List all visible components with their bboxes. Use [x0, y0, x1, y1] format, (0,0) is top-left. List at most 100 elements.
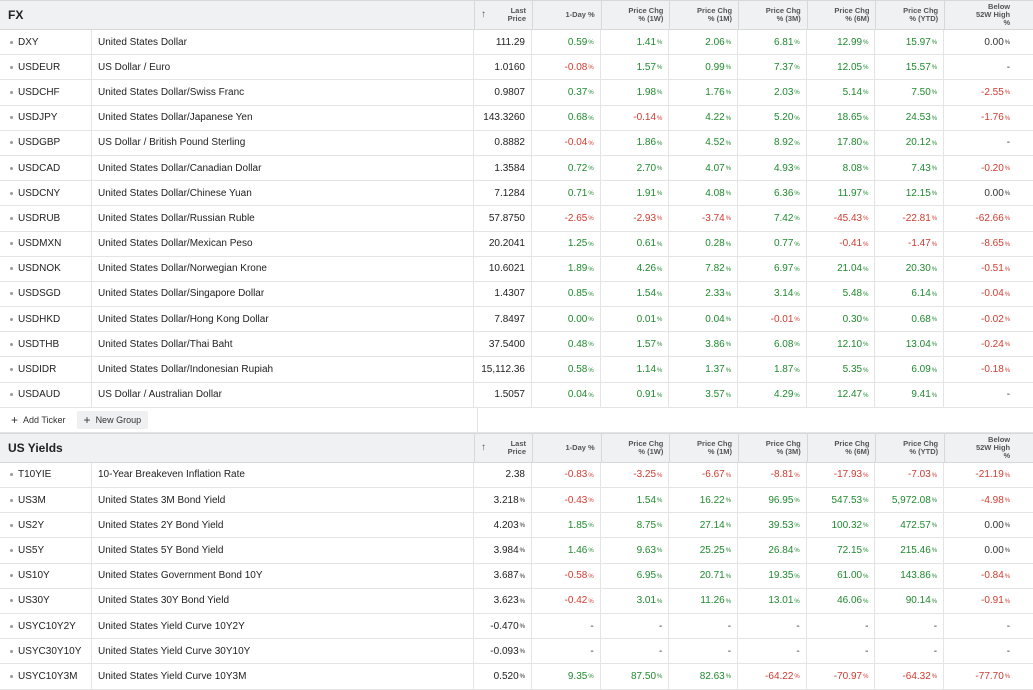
drag-handle-icon[interactable] — [10, 90, 13, 94]
drag-handle-icon[interactable] — [10, 65, 13, 69]
ticker-symbol-cell[interactable]: USDJPY — [0, 105, 92, 130]
table-row[interactable]: USDAUD US Dollar / Australian Dollar 1.505… — [0, 382, 1033, 408]
drag-handle-icon[interactable] — [10, 473, 13, 477]
ticker-symbol[interactable]: USDNOK — [18, 263, 61, 275]
ticker-symbol[interactable]: USDAUD — [18, 389, 61, 401]
table-row[interactable]: USDGBP US Dollar / British Pound Sterling… — [0, 130, 1033, 156]
table-row[interactable]: US30Y United States 30Y Bond Yield 3.623% -… — [0, 588, 1033, 614]
ticker-symbol-cell[interactable]: US3M — [0, 488, 92, 513]
ticker-symbol[interactable]: USYC30Y10Y — [18, 645, 82, 657]
table-row[interactable]: USDTHB United States Dollar/Thai Baht 37.5… — [0, 332, 1033, 358]
chg-6m-header[interactable]: Price Chg % (6M) — [806, 433, 876, 462]
drag-handle-icon[interactable] — [10, 267, 13, 271]
ticker-symbol-cell[interactable]: USYC10Y2Y — [0, 613, 92, 639]
drag-handle-icon[interactable] — [10, 216, 13, 220]
drag-handle-icon[interactable] — [10, 342, 13, 346]
below-52w-high-header[interactable]: Below 52W High % — [944, 1, 1016, 29]
ticker-symbol[interactable]: USDCAD — [18, 162, 61, 174]
ticker-symbol-cell[interactable]: USDRUB — [0, 206, 92, 231]
table-row[interactable]: USDCHF United States Dollar/Swiss Franc 0.… — [0, 80, 1033, 106]
ticker-symbol-cell[interactable]: USDHKD — [0, 307, 92, 332]
drag-handle-icon[interactable] — [10, 141, 13, 145]
table-row[interactable]: US10Y United States Government Bond 10Y 3.… — [0, 563, 1033, 589]
ticker-symbol-cell[interactable]: US5Y — [0, 538, 92, 563]
ticker-symbol[interactable]: USYC10Y2Y — [18, 620, 76, 632]
drag-handle-icon[interactable] — [10, 116, 13, 120]
table-row[interactable]: USDNOK United States Dollar/Norwegian Kro… — [0, 256, 1033, 282]
ticker-symbol[interactable]: USYC10Y3M — [18, 670, 78, 682]
ticker-symbol-cell[interactable]: USDCNY — [0, 181, 92, 206]
ticker-symbol[interactable]: USDJPY — [18, 112, 58, 124]
table-row[interactable]: US2Y United States 2Y Bond Yield 4.203% 1.8… — [0, 513, 1033, 539]
table-row[interactable]: US3M United States 3M Bond Yield 3.218% -0.… — [0, 488, 1033, 514]
drag-handle-icon[interactable] — [10, 191, 13, 195]
ticker-symbol-cell[interactable]: US2Y — [0, 513, 92, 538]
drag-handle-icon[interactable] — [10, 599, 13, 603]
ticker-symbol-cell[interactable]: USYC10Y3M — [0, 664, 92, 689]
ticker-symbol[interactable]: USDCNY — [18, 187, 61, 199]
ticker-symbol[interactable]: USDSGD — [18, 288, 61, 300]
ticker-symbol[interactable]: US3M — [18, 494, 46, 506]
sort-arrow-icon[interactable]: ↑ — [481, 9, 486, 20]
ticker-symbol-cell[interactable]: USDCHF — [0, 80, 92, 105]
table-row[interactable]: DXY United States Dollar 111.29 0.59% 1.41% 2… — [0, 30, 1033, 56]
chg-6m-header[interactable]: Price Chg % (6M) — [806, 1, 876, 29]
ticker-symbol[interactable]: US5Y — [18, 544, 45, 556]
chg-1m-header[interactable]: Price Chg % (1M) — [669, 433, 738, 462]
table-row[interactable]: USDJPY United States Dollar/Japanese Yen 1… — [0, 105, 1033, 131]
chg-1w-header[interactable]: Price Chg % (1W) — [600, 433, 670, 462]
table-row[interactable]: USDSGD United States Dollar/Singapore Dol… — [0, 281, 1033, 308]
table-row[interactable]: USDRUB United States Dollar/Russian Ruble… — [0, 206, 1033, 232]
table-row[interactable]: USDCAD United States Dollar/Canadian Doll… — [0, 155, 1033, 182]
ticker-symbol[interactable]: US30Y — [18, 595, 50, 607]
ticker-symbol[interactable]: USDMXN — [18, 238, 62, 250]
drag-handle-icon[interactable] — [10, 393, 13, 397]
ticker-symbol[interactable]: USDRUB — [18, 212, 61, 224]
drag-handle-icon[interactable] — [10, 674, 13, 678]
table-row[interactable]: T10YIE 10-Year Breakeven Inflation Rate 2.… — [0, 462, 1033, 488]
ticker-symbol-cell[interactable]: US10Y — [0, 563, 92, 588]
ticker-symbol-cell[interactable]: USDNOK — [0, 256, 92, 281]
ticker-symbol-cell[interactable]: USDMXN — [0, 231, 92, 256]
table-row[interactable]: USDHKD United States Dollar/Hong Kong Dol… — [0, 307, 1033, 333]
ticker-symbol[interactable]: USDGBP — [18, 137, 61, 149]
last-price-header[interactable]: ↑ Last Price — [474, 1, 532, 29]
ticker-symbol-cell[interactable]: USDEUR — [0, 55, 92, 80]
table-row[interactable]: USDEUR US Dollar / Euro 1.0160 -0.08% 1.57% 0… — [0, 55, 1033, 81]
below-52w-high-header[interactable]: Below 52W High % — [944, 433, 1016, 462]
ticker-symbol-cell[interactable]: USDGBP — [0, 130, 92, 155]
table-row[interactable]: USDCNY United States Dollar/Chinese Yuan 7… — [0, 181, 1033, 207]
table-row[interactable]: USDMXN United States Dollar/Mexican Peso 2… — [0, 231, 1033, 257]
table-row[interactable]: USDIDR United States Dollar/Indonesian Ru… — [0, 357, 1033, 383]
drag-handle-icon[interactable] — [10, 548, 13, 552]
ticker-symbol-cell[interactable]: USDIDR — [0, 357, 92, 382]
ticker-symbol[interactable]: US2Y — [18, 519, 45, 531]
chg-1m-header[interactable]: Price Chg % (1M) — [669, 1, 738, 29]
drag-handle-icon[interactable] — [10, 317, 13, 321]
drag-handle-icon[interactable] — [10, 498, 13, 502]
drag-handle-icon[interactable] — [10, 242, 13, 246]
chg-ytd-header[interactable]: Price Chg % (YTD) — [875, 1, 944, 29]
ticker-symbol[interactable]: USDEUR — [18, 61, 61, 73]
drag-handle-icon[interactable] — [10, 292, 13, 296]
ticker-symbol[interactable]: USDTHB — [18, 338, 60, 350]
ticker-symbol-cell[interactable]: USYC30Y10Y — [0, 639, 92, 664]
ticker-symbol[interactable]: DXY — [18, 36, 39, 48]
chg-ytd-header[interactable]: Price Chg % (YTD) — [875, 433, 944, 462]
ticker-symbol-cell[interactable]: USDSGD — [0, 281, 92, 307]
chg-3m-header[interactable]: Price Chg % (3M) — [738, 1, 807, 29]
one-day-header[interactable]: 1-Day % — [532, 1, 601, 29]
sort-arrow-icon[interactable]: ↑ — [481, 441, 486, 453]
add-ticker-button[interactable]: + Add Ticker — [4, 411, 73, 429]
chg-1w-header[interactable]: Price Chg % (1W) — [600, 1, 670, 29]
drag-handle-icon[interactable] — [10, 40, 13, 44]
ticker-symbol[interactable]: USDCHF — [18, 86, 60, 98]
ticker-symbol[interactable]: USDIDR — [18, 364, 57, 376]
ticker-symbol-cell[interactable]: DXY — [0, 30, 92, 55]
drag-handle-icon[interactable] — [10, 368, 13, 372]
drag-handle-icon[interactable] — [10, 624, 13, 628]
ticker-symbol[interactable]: T10YIE — [18, 469, 52, 481]
drag-handle-icon[interactable] — [10, 166, 13, 170]
table-row[interactable]: USYC30Y10Y United States Yield Curve 30Y1… — [0, 639, 1033, 665]
ticker-symbol[interactable]: USDHKD — [18, 313, 61, 325]
